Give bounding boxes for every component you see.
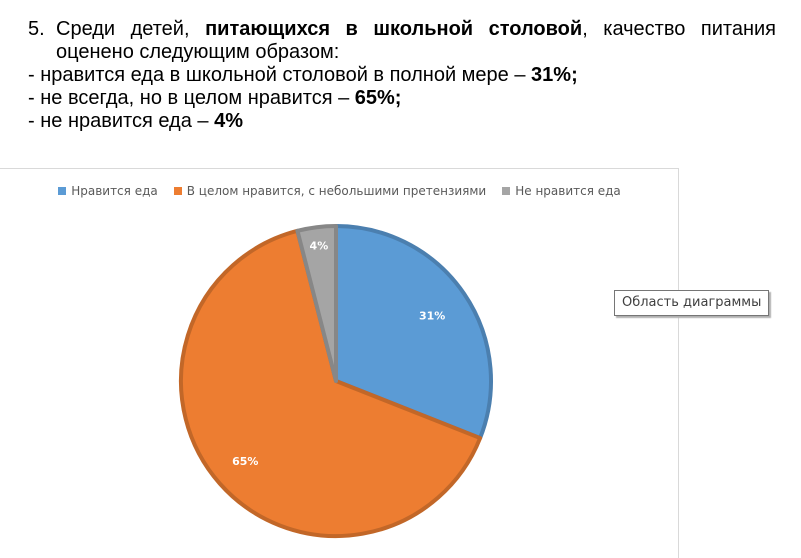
question-number: 5. [28,18,45,40]
bullet-1: - нравится еда в школьной столовой в пол… [28,64,578,86]
legend-label-dislikes: Не нравится еда [515,184,621,198]
legend-item-likes[interactable]: Нравится еда [58,184,158,198]
legend-swatch-likes [58,187,67,195]
legend-swatch-dislikes [502,187,511,195]
data-label-likes: 31% [419,310,445,323]
pie-slice-dislikes[interactable] [295,224,338,383]
data-label-mostly-likes: 65% [232,455,258,468]
chart-area[interactable] [0,168,679,558]
legend-item-dislikes[interactable]: Не нравится еда [502,184,621,198]
question-intro: Среди детей, питающихся в школьной столо… [56,18,776,63]
data-label-dislikes: 4% [310,240,329,253]
legend-swatch-mostly-likes [173,187,182,195]
pie-slice-likes[interactable] [334,224,493,441]
chart-legend[interactable]: Нравится еда В целом нравится, с небольш… [0,184,679,198]
bullet-3: - не нравится еда – 4% [28,110,243,132]
legend-item-mostly-likes[interactable]: В целом нравится, с небольшими претензия… [173,184,487,198]
chart-area-tooltip: Область диаграммы [614,290,770,316]
question-text: 5. Среди детей, питающихся в школьной ст… [28,18,776,133]
pie-slice-mostly-likes[interactable] [179,228,483,538]
question-emphasis: питающихся в школьной столовой [205,18,583,40]
bullet-2: - не всегда, но в целом нравится – 65%; [28,87,402,109]
legend-label-likes: Нравится еда [71,184,158,198]
legend-label-mostly-likes: В целом нравится, с небольшими претензия… [186,184,487,198]
